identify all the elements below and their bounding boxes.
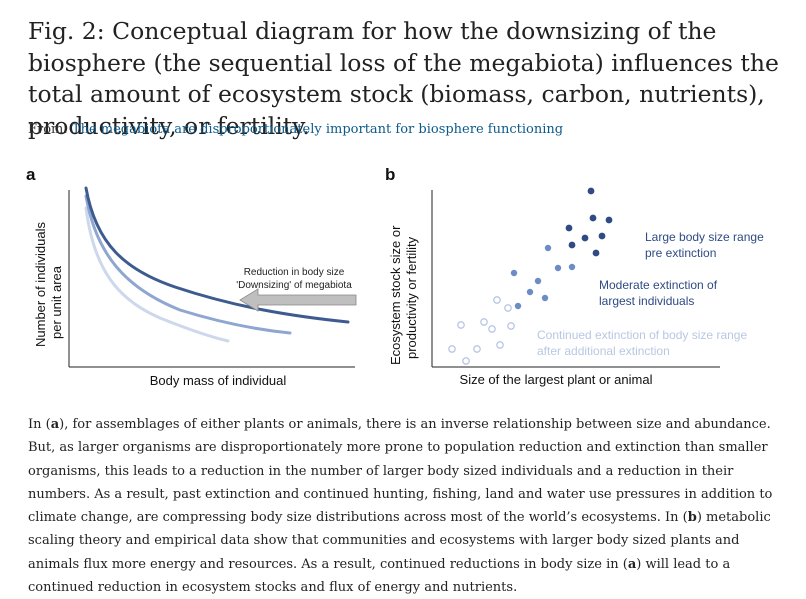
point-mid	[554, 264, 562, 272]
curve-light	[84, 206, 230, 343]
panel-a-xlabel: Body mass of individual	[150, 373, 287, 388]
caption-ref-a: a	[627, 556, 637, 572]
panel-b-label: b	[385, 165, 395, 184]
point-mid	[526, 288, 534, 296]
point-light	[473, 345, 481, 353]
panel-b-xlabel: Size of the largest plant or animal	[460, 372, 653, 387]
point-mid	[541, 294, 549, 302]
legend-mid-line2: largest individuals	[599, 294, 694, 308]
point-light	[488, 325, 496, 333]
figure-title: Fig. 2: Conceptual diagram for how the d…	[28, 17, 779, 140]
point-mid	[510, 269, 518, 277]
caption-text: ), for assemblages of either plants or a…	[28, 417, 773, 526]
point-dark	[589, 214, 597, 222]
downsizing-arrow	[239, 288, 357, 312]
source-line: From: The megabiota are disproportionate…	[28, 122, 563, 137]
legend-mid-line1: Moderate extinction of	[599, 278, 718, 292]
panel-a-label: a	[26, 165, 36, 184]
annotation-line2: 'Downsizing' of megabiota	[236, 280, 352, 291]
point-light	[496, 341, 504, 349]
caption-text: ) will lead to a continued reduction in …	[28, 556, 731, 596]
point-light	[507, 322, 515, 330]
panel-b-ylabel-line1: Ecosystem stock size or	[388, 225, 403, 365]
point-mid	[544, 244, 552, 252]
legend-light-line1: Continued extinction of body size range	[537, 328, 747, 342]
point-mid	[534, 277, 542, 285]
point-dark	[581, 234, 589, 242]
panel-b: b Ecosystem stock size or productivity o…	[385, 165, 764, 387]
point-light	[480, 318, 488, 326]
point-dark	[592, 249, 600, 257]
caption-ref-b: b	[687, 510, 697, 526]
points-light	[448, 296, 515, 365]
figure: a Number of individuals per unit area Re…	[26, 165, 764, 388]
from-label: From:	[28, 122, 68, 137]
panel-a: a Number of individuals per unit area Re…	[26, 165, 357, 388]
point-light	[462, 357, 470, 365]
points-dark	[565, 187, 613, 257]
panel-a-ylabel-line1: Number of individuals	[33, 221, 48, 347]
point-mid	[568, 263, 576, 271]
curve-dark	[84, 186, 350, 324]
point-light	[504, 304, 512, 312]
point-light	[493, 296, 501, 304]
panel-a-ylabel-line2: per unit area	[49, 265, 64, 339]
panel-b-ylabel-line2: productivity or fertility	[404, 236, 419, 359]
point-dark	[565, 224, 573, 232]
legend-dark-line1: Large body size range	[645, 230, 764, 244]
legend-dark-line2: pre extinction	[645, 246, 716, 260]
point-mid	[514, 302, 522, 310]
annotation-line1: Reduction in body size	[244, 267, 345, 278]
point-dark	[568, 241, 576, 249]
point-dark	[587, 187, 595, 195]
legend-light-line2: after additional extinction	[537, 344, 670, 358]
caption-text: In (	[28, 417, 51, 432]
point-light	[457, 321, 465, 329]
point-light	[448, 345, 456, 353]
point-dark	[605, 216, 613, 224]
points-mid	[510, 244, 576, 310]
caption-ref-a: a	[50, 417, 60, 432]
curve-mid	[84, 194, 292, 335]
point-dark	[598, 232, 606, 240]
source-article-link[interactable]: The megabiota are disproportionately imp…	[71, 122, 564, 137]
figure-caption: In (a), for assemblages of either plants…	[28, 413, 780, 599]
caption-text: ) metabolic scaling theory and empirical…	[28, 510, 771, 572]
